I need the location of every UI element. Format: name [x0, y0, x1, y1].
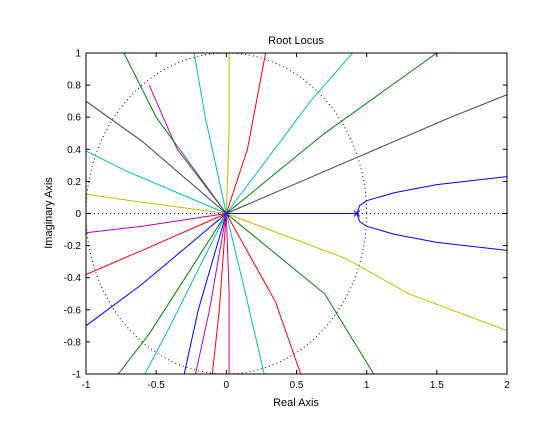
locus-branch-7	[225, 53, 267, 214]
locus-branch-11	[123, 53, 227, 214]
pole-marker-1	[353, 210, 361, 217]
x-tick-label: 1	[364, 380, 370, 391]
x-tick-label: 1.5	[430, 380, 444, 391]
y-tick-label: -1	[72, 370, 81, 381]
chart-title: Root Locus	[268, 35, 324, 47]
locus-branch-22	[211, 213, 227, 374]
locus-branch-1	[356, 176, 507, 214]
locus-branch-20	[183, 213, 227, 374]
y-tick-label: 0.8	[67, 81, 81, 92]
locus-branch-25	[225, 213, 302, 374]
locus-branch-14	[86, 193, 227, 214]
y-tick-label: 0.2	[67, 177, 81, 188]
y-axis-title: Imaginary Axis	[43, 177, 55, 249]
x-tick-label: 2	[504, 380, 510, 391]
locus-branch-8	[225, 53, 230, 214]
locus-branch-13	[86, 150, 227, 214]
locus-branch-2	[356, 213, 507, 251]
locus-branch-27	[226, 213, 507, 332]
locus-branch-16	[86, 213, 227, 275]
locus-branch-6	[225, 53, 353, 214]
locus-branch-10	[148, 84, 227, 214]
locus-branch-24	[225, 213, 265, 374]
locus-branch-9	[193, 53, 227, 214]
x-tick-label: -0.5	[148, 380, 166, 391]
locus-branch-12	[86, 100, 227, 214]
pole-marker-2	[222, 210, 230, 217]
y-tick-label: 0	[75, 209, 81, 220]
x-tick-label: -1	[82, 380, 91, 391]
y-tick-label: -0.4	[64, 273, 82, 284]
y-tick-label: 0.4	[67, 145, 81, 156]
locus-branch-23	[225, 213, 230, 374]
locus-branch-26	[225, 213, 375, 374]
locus-branch-21	[195, 213, 227, 374]
y-tick-label: 0.6	[67, 113, 81, 124]
y-tick-label: -0.6	[64, 305, 82, 316]
y-tick-label: 1	[75, 49, 81, 60]
x-tick-label: 0.5	[290, 380, 304, 391]
y-tick-label: -0.8	[64, 337, 82, 348]
locus-branch-18	[117, 213, 227, 374]
locus-branch-15	[86, 213, 227, 234]
locus-branch-19	[144, 213, 227, 374]
locus-branch-4	[226, 94, 507, 214]
x-tick-label: 0	[224, 380, 230, 391]
locus-branch-17	[86, 213, 227, 327]
x-axis-title: Real Axis	[273, 397, 319, 409]
locus-branch-5	[225, 53, 438, 214]
y-tick-label: -0.2	[64, 241, 82, 252]
